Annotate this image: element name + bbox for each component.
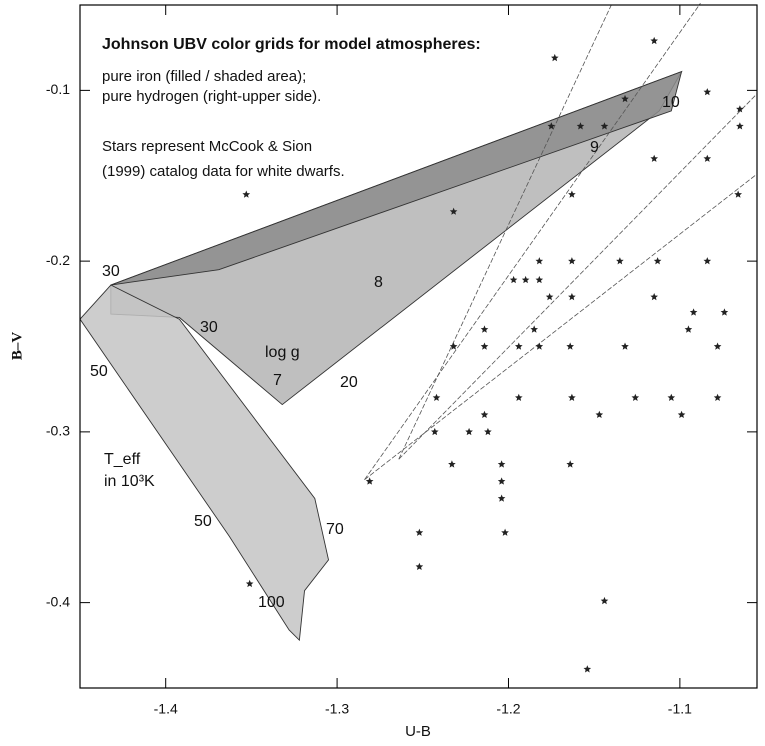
- star-point: [568, 293, 576, 301]
- star-point: [415, 562, 424, 570]
- grid-annotation: 30: [102, 263, 120, 280]
- grid-annotation: 9: [590, 139, 599, 156]
- star-point: [703, 154, 712, 162]
- star-point: [713, 393, 722, 401]
- star-point: [568, 190, 576, 198]
- star-point: [684, 325, 693, 333]
- hydrogen-grid-line: [398, 4, 612, 460]
- iron-grid-region: [79, 284, 330, 642]
- x-axis-label: U-B: [405, 723, 431, 740]
- star-point: [242, 190, 251, 198]
- grid-annotation: in 10³K: [104, 473, 155, 490]
- star-point: [568, 257, 576, 265]
- y-axis-label: B–V: [9, 332, 25, 361]
- star-point: [509, 275, 518, 284]
- star-point: [568, 393, 576, 401]
- star-point: [515, 393, 523, 401]
- star-point: [650, 154, 658, 162]
- star-point: [449, 342, 458, 350]
- star-point: [736, 105, 744, 113]
- star-point: [530, 325, 538, 333]
- note-text: (1999) catalog data for white dwarfs.: [102, 163, 345, 180]
- star-point: [501, 528, 509, 536]
- y-tick-label: -0.2: [46, 252, 70, 268]
- star-point: [736, 122, 744, 130]
- grid-annotation: T_eff: [104, 451, 141, 468]
- star-point: [595, 410, 604, 418]
- grid-annotation: 7: [273, 372, 282, 389]
- star-point: [497, 494, 506, 502]
- star-point: [545, 293, 554, 301]
- star-point: [600, 122, 609, 130]
- grid-annotation: 20: [340, 374, 358, 391]
- star-point: [616, 257, 624, 265]
- note-text: pure hydrogen (right-upper side).: [102, 88, 321, 105]
- star-point: [431, 427, 439, 436]
- star-point: [245, 579, 254, 588]
- note-text: Johnson UBV color grids for model atmosp…: [102, 36, 481, 53]
- hydrogen-grid-line: [364, 3, 701, 480]
- star-point: [689, 308, 698, 316]
- grid-annotation: log g: [265, 344, 300, 361]
- iron-grid-region: [110, 70, 683, 286]
- star-point: [535, 342, 544, 350]
- y-tick-label: -0.4: [46, 593, 70, 609]
- star-point: [583, 665, 592, 673]
- star-point: [734, 190, 742, 198]
- grid-annotation: 50: [90, 363, 108, 380]
- star-point: [713, 342, 722, 350]
- star-point: [480, 342, 489, 350]
- star-point: [720, 308, 729, 316]
- note-text: pure iron (filled / shaded area);: [102, 68, 306, 85]
- grid-annotation: 30: [200, 319, 218, 336]
- star-point: [650, 36, 658, 45]
- x-tick-label: -1.4: [154, 701, 178, 717]
- star-point: [631, 393, 640, 401]
- star-point: [653, 257, 662, 265]
- hydrogen-grid-line: [398, 93, 758, 460]
- star-point: [365, 477, 374, 485]
- star-point: [484, 427, 492, 436]
- star-point: [497, 477, 506, 485]
- star-point: [667, 393, 676, 401]
- star-point: [703, 257, 712, 265]
- star-point: [576, 122, 585, 130]
- star-point: [497, 460, 506, 468]
- x-tick-label: -1.3: [325, 701, 349, 717]
- grid-annotation: 8: [374, 274, 383, 291]
- star-point: [465, 427, 473, 436]
- star-point: [480, 410, 489, 418]
- star-point: [621, 94, 629, 103]
- star-point: [535, 275, 544, 284]
- star-point: [415, 528, 424, 536]
- grid-annotation: 10: [662, 94, 680, 111]
- star-point: [547, 122, 556, 130]
- star-point: [600, 596, 609, 605]
- x-tick-label: -1.2: [496, 701, 520, 717]
- star-point: [551, 53, 559, 62]
- star-point: [449, 207, 458, 215]
- star-point: [650, 293, 658, 301]
- y-tick-label: -0.1: [46, 81, 70, 97]
- star-point: [677, 410, 686, 418]
- plot-frame: [79, 4, 758, 689]
- y-tick-label: -0.3: [46, 423, 70, 439]
- star-point: [566, 460, 574, 468]
- x-tick-label: -1.1: [668, 701, 692, 717]
- grid-annotation: 100: [258, 594, 285, 611]
- grid-annotation: 70: [326, 521, 344, 538]
- hydrogen-grid-line: [364, 173, 758, 481]
- star-point: [432, 393, 441, 401]
- star-point: [535, 257, 544, 265]
- star-point: [521, 275, 530, 284]
- star-point: [621, 342, 629, 350]
- star-point: [703, 88, 712, 96]
- grid-annotation: 50: [194, 513, 212, 530]
- star-point: [566, 342, 574, 350]
- star-point: [480, 325, 489, 333]
- note-text: Stars represent McCook & Sion: [102, 138, 312, 155]
- star-point: [515, 342, 523, 350]
- star-point: [448, 460, 456, 468]
